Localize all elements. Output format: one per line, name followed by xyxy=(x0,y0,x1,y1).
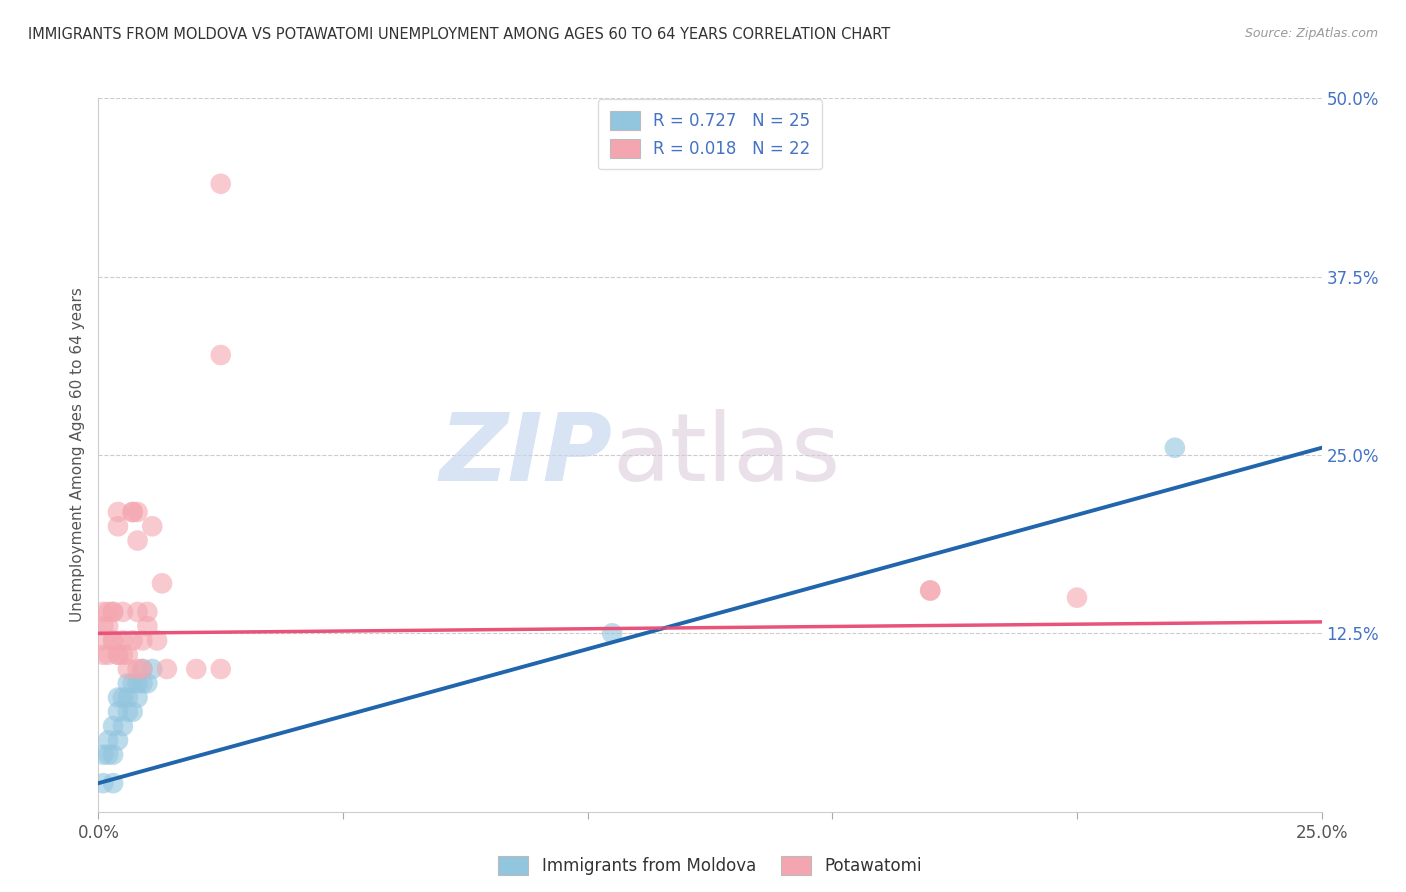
Point xyxy=(97,733,120,747)
Point xyxy=(97,619,120,633)
Point xyxy=(111,633,134,648)
Point xyxy=(97,747,120,762)
Point xyxy=(209,662,232,676)
Point xyxy=(107,705,129,719)
Point xyxy=(146,633,169,648)
Point xyxy=(920,583,942,598)
Point xyxy=(107,505,129,519)
Point xyxy=(117,705,139,719)
Point xyxy=(131,662,153,676)
Text: atlas: atlas xyxy=(612,409,841,501)
Point xyxy=(117,690,139,705)
Point xyxy=(1066,591,1088,605)
Point xyxy=(131,676,153,690)
Point xyxy=(107,519,129,533)
Point xyxy=(131,633,153,648)
Point xyxy=(127,605,149,619)
Point xyxy=(91,776,114,790)
Point xyxy=(127,533,149,548)
Point xyxy=(127,662,149,676)
Point xyxy=(111,719,134,733)
Point xyxy=(156,662,179,676)
Point xyxy=(97,605,120,619)
Point xyxy=(91,619,114,633)
Point xyxy=(117,662,139,676)
Point xyxy=(1164,441,1187,455)
Point xyxy=(101,605,124,619)
Point xyxy=(920,583,942,598)
Point xyxy=(107,648,129,662)
Point xyxy=(121,505,143,519)
Point xyxy=(91,747,114,762)
Point xyxy=(111,605,134,619)
Point xyxy=(136,605,159,619)
Text: ZIP: ZIP xyxy=(439,409,612,501)
Point xyxy=(101,605,124,619)
Point xyxy=(127,676,149,690)
Point xyxy=(141,519,163,533)
Point xyxy=(127,505,149,519)
Text: Source: ZipAtlas.com: Source: ZipAtlas.com xyxy=(1244,27,1378,40)
Point xyxy=(107,690,129,705)
Point xyxy=(136,619,159,633)
Point xyxy=(107,733,129,747)
Point xyxy=(136,676,159,690)
Point xyxy=(127,690,149,705)
Point xyxy=(209,177,232,191)
Point xyxy=(101,719,124,733)
Point xyxy=(186,662,208,676)
Point xyxy=(97,648,120,662)
Point xyxy=(91,633,114,648)
Point xyxy=(141,662,163,676)
Legend: Immigrants from Moldova, Potawatomi: Immigrants from Moldova, Potawatomi xyxy=(492,849,928,882)
Point xyxy=(117,676,139,690)
Point xyxy=(209,348,232,362)
Point xyxy=(91,605,114,619)
Point xyxy=(121,676,143,690)
Point xyxy=(121,633,143,648)
Y-axis label: Unemployment Among Ages 60 to 64 years: Unemployment Among Ages 60 to 64 years xyxy=(69,287,84,623)
Point xyxy=(107,648,129,662)
Point xyxy=(131,662,153,676)
Point xyxy=(101,747,124,762)
Point xyxy=(101,776,124,790)
Point xyxy=(600,626,623,640)
Point xyxy=(121,505,143,519)
Point xyxy=(111,690,134,705)
Point xyxy=(117,648,139,662)
Point xyxy=(121,705,143,719)
Point xyxy=(150,576,173,591)
Point xyxy=(111,648,134,662)
Point xyxy=(101,633,124,648)
Text: IMMIGRANTS FROM MOLDOVA VS POTAWATOMI UNEMPLOYMENT AMONG AGES 60 TO 64 YEARS COR: IMMIGRANTS FROM MOLDOVA VS POTAWATOMI UN… xyxy=(28,27,890,42)
Point xyxy=(91,648,114,662)
Point xyxy=(101,633,124,648)
